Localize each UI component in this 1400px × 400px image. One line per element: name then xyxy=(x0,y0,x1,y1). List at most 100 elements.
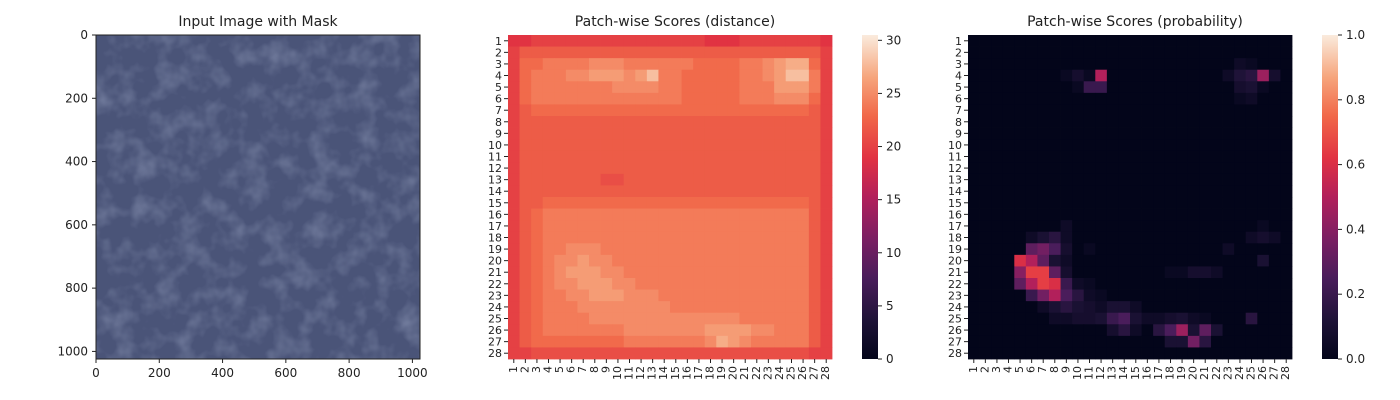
heatmap-cell xyxy=(979,220,992,233)
heatmap-cell xyxy=(808,104,821,117)
heatmap-cell xyxy=(774,243,787,256)
heatmap-cell xyxy=(1141,324,1154,337)
heatmap-cell xyxy=(762,312,775,325)
heatmap-cell xyxy=(1164,324,1177,337)
heatmap-cell xyxy=(751,46,763,59)
heatmap-cell xyxy=(1014,324,1027,337)
heatmap-cell xyxy=(1268,139,1281,152)
heatmap-cell xyxy=(1130,173,1142,186)
heatmap-cell xyxy=(519,324,532,337)
heatmap-cell xyxy=(1141,69,1154,82)
heatmap-cell xyxy=(968,289,980,302)
heatmap-cell xyxy=(797,243,810,256)
heatmap-cell xyxy=(1176,81,1189,94)
heatmap-cell xyxy=(1025,185,1038,198)
heatmap-cell xyxy=(1072,173,1085,186)
heatmap-cell xyxy=(600,231,613,244)
y-tick-label: 27 xyxy=(948,336,962,349)
heatmap-cell xyxy=(979,312,992,325)
heatmap-cell xyxy=(716,81,729,94)
heatmap-cell xyxy=(808,254,821,267)
heatmap-cell xyxy=(508,162,520,175)
heatmap-cell xyxy=(623,116,636,128)
heatmap-cell xyxy=(1014,266,1027,279)
colorbar-tick-label: 0 xyxy=(886,352,894,366)
heatmap-cell xyxy=(1083,243,1096,256)
heatmap-cell xyxy=(1141,220,1154,233)
heatmap-cell xyxy=(1222,289,1235,302)
heatmap-cell xyxy=(1118,254,1131,267)
heatmap-cell xyxy=(577,104,590,117)
heatmap-cell xyxy=(693,197,706,209)
heatmap-cell xyxy=(1280,231,1293,244)
heatmap-cell xyxy=(727,69,740,82)
heatmap-cell xyxy=(716,185,729,198)
heatmap-cell xyxy=(704,92,717,105)
heatmap-cell xyxy=(612,324,625,337)
heatmap-cell xyxy=(1106,220,1119,233)
y-tick-label: 19 xyxy=(488,243,502,256)
heatmap-cell xyxy=(968,347,980,360)
heatmap-cell xyxy=(1025,347,1038,360)
heatmap-cell xyxy=(554,69,567,82)
heatmap-cell xyxy=(1130,150,1142,163)
heatmap-cell xyxy=(565,208,578,221)
heatmap-cell xyxy=(531,347,544,360)
heatmap-cell xyxy=(1083,335,1096,348)
heatmap-cell xyxy=(751,69,763,82)
heatmap-cell xyxy=(577,162,590,175)
heatmap-cell xyxy=(623,254,636,267)
heatmap-cell xyxy=(704,150,717,163)
heatmap-cell xyxy=(1268,69,1281,82)
heatmap-cell xyxy=(1257,197,1270,209)
heatmap-cell xyxy=(979,81,992,94)
heatmap-cell xyxy=(1257,335,1270,348)
heatmap-cell xyxy=(670,266,682,279)
heatmap-cell xyxy=(1176,289,1189,302)
heatmap-cell xyxy=(1118,69,1131,82)
heatmap-cell xyxy=(1141,92,1154,105)
heatmap-cell xyxy=(1280,243,1293,256)
heatmap-cell xyxy=(1153,289,1166,302)
heatmap-cell xyxy=(589,289,601,302)
heatmap-cell xyxy=(1176,231,1189,244)
heatmap-cell xyxy=(519,35,532,47)
x-tick-label: 25 xyxy=(785,366,798,380)
heatmap-cell xyxy=(508,289,520,302)
heatmap-cell xyxy=(716,35,729,47)
x-tick-label: 21 xyxy=(1198,366,1211,380)
heatmap-cell xyxy=(1095,81,1108,94)
heatmap-cell xyxy=(979,301,992,314)
heatmap-cell xyxy=(739,266,752,279)
heatmap-cell xyxy=(716,220,729,233)
heatmap-cell xyxy=(531,139,544,152)
heatmap-cell xyxy=(1268,208,1281,221)
heatmap-cell xyxy=(1164,104,1177,117)
heatmap-cell xyxy=(704,116,717,128)
y-tick-label: 27 xyxy=(488,336,502,349)
heatmap-cell xyxy=(589,266,601,279)
heatmap-cell xyxy=(623,58,636,71)
heatmap-cell xyxy=(1176,208,1189,221)
heatmap-cell xyxy=(1211,81,1223,94)
heatmap-cell xyxy=(762,266,775,279)
heatmap-cell xyxy=(1037,289,1050,302)
heatmap-cell xyxy=(1234,243,1247,256)
heatmap-cell xyxy=(774,254,787,267)
x-tick-label: 26 xyxy=(1256,366,1269,380)
heatmap-cell xyxy=(1222,266,1235,279)
y-tick-label: 7 xyxy=(495,104,502,117)
heatmap-cell xyxy=(565,81,578,94)
heatmap-cell xyxy=(1072,185,1085,198)
heatmap-cell xyxy=(658,254,671,267)
heatmap-cell xyxy=(542,81,555,94)
heatmap-cell xyxy=(623,312,636,325)
heatmap-cell xyxy=(1060,139,1073,152)
heatmap-cell xyxy=(751,139,763,152)
heatmap-cell xyxy=(589,173,601,186)
heatmap-cell xyxy=(1130,278,1142,290)
y-tick-label: 18 xyxy=(948,232,962,245)
x-tick-label: 9 xyxy=(599,366,612,373)
heatmap-cell xyxy=(1268,197,1281,209)
heatmap-cell xyxy=(820,104,833,117)
